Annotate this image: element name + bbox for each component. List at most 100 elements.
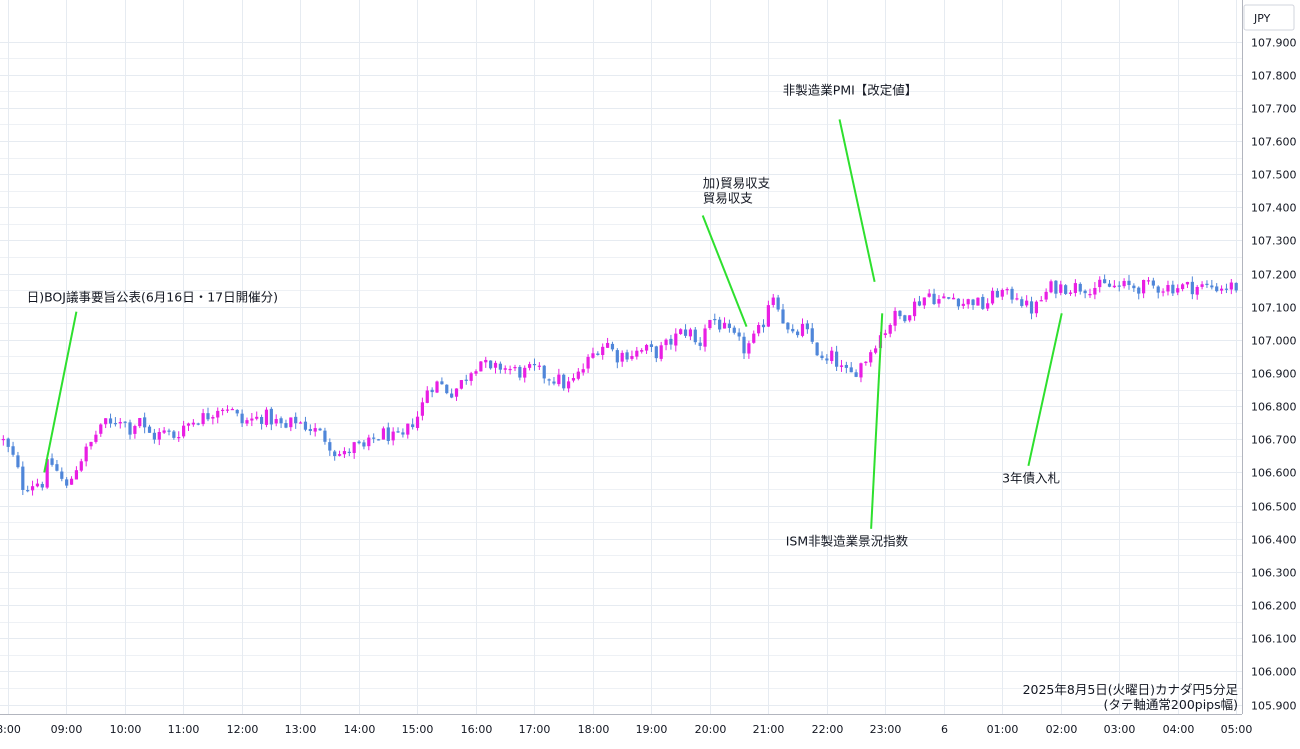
x-tick-label: 22:00 bbox=[812, 723, 844, 736]
candle-body bbox=[386, 427, 390, 441]
candle-body bbox=[1044, 291, 1048, 300]
candle-body bbox=[479, 361, 483, 372]
candle-body bbox=[791, 328, 795, 332]
candle-body bbox=[625, 352, 629, 360]
x-tick-label: 01:00 bbox=[987, 723, 1019, 736]
annotation-label: 3年債入札 bbox=[1002, 470, 1060, 485]
currency-label: JPY bbox=[1253, 12, 1271, 25]
candle-body bbox=[172, 431, 176, 438]
candle-body bbox=[303, 421, 308, 430]
annotation-label: 加)貿易収支 bbox=[703, 175, 771, 190]
candle-body bbox=[1103, 279, 1107, 284]
candle-body bbox=[1161, 291, 1165, 293]
candle-body bbox=[757, 325, 761, 334]
y-tick-label: 106.600 bbox=[1251, 467, 1297, 480]
candle-body bbox=[420, 402, 425, 416]
candle-body bbox=[747, 343, 751, 354]
candle-body bbox=[74, 470, 79, 480]
candle-body bbox=[1234, 282, 1238, 291]
candle-body bbox=[610, 343, 615, 350]
candle-body bbox=[489, 360, 493, 369]
candle-body bbox=[679, 329, 683, 334]
candle-body bbox=[1034, 301, 1039, 314]
candle-body bbox=[35, 483, 40, 487]
candle-body bbox=[1229, 282, 1233, 290]
candle-body bbox=[26, 490, 30, 492]
candle-body bbox=[79, 461, 83, 471]
candle-body bbox=[1088, 294, 1092, 296]
candle-body bbox=[1142, 279, 1146, 294]
candle-body bbox=[450, 393, 454, 398]
candle-body bbox=[683, 329, 688, 336]
candle-body bbox=[1224, 288, 1229, 290]
candle-body bbox=[688, 329, 693, 337]
candle-body bbox=[1107, 283, 1112, 287]
candle-body bbox=[815, 342, 819, 356]
candle-body bbox=[722, 322, 727, 329]
candle-body bbox=[888, 324, 892, 334]
candle-body bbox=[1127, 280, 1131, 286]
candle-body bbox=[873, 348, 878, 353]
candle-body bbox=[664, 339, 668, 346]
y-tick-label: 106.000 bbox=[1251, 666, 1297, 679]
y-tick-label: 106.500 bbox=[1251, 501, 1297, 514]
annotation-line bbox=[870, 313, 884, 529]
candle-body bbox=[800, 323, 805, 336]
y-tick-label: 106.800 bbox=[1251, 401, 1297, 414]
y-tick-label: 107.800 bbox=[1251, 70, 1297, 83]
x-tick-label: 12:00 bbox=[227, 723, 259, 736]
candle-body bbox=[216, 410, 220, 418]
candle-body bbox=[464, 379, 468, 381]
candle-body bbox=[1171, 284, 1175, 294]
candle-body bbox=[104, 418, 108, 425]
annotation-label: ISM非製造業景況指数 bbox=[786, 533, 909, 548]
x-tick-label: 03:00 bbox=[1104, 723, 1136, 736]
x-tick-label: 8:00 bbox=[0, 723, 21, 736]
candle-body bbox=[708, 319, 712, 329]
candle-body bbox=[113, 423, 118, 425]
candle-body bbox=[571, 377, 576, 381]
candle-body bbox=[128, 422, 132, 435]
y-tick-label: 106.900 bbox=[1251, 368, 1297, 381]
candle-body bbox=[245, 420, 249, 424]
candle-body bbox=[947, 297, 951, 299]
candle-body bbox=[971, 299, 975, 306]
candle-body bbox=[108, 418, 113, 424]
grid bbox=[0, 0, 1242, 714]
candle-body bbox=[235, 409, 239, 414]
candle-body bbox=[143, 417, 147, 428]
candle-body bbox=[752, 333, 756, 343]
candle-body bbox=[459, 380, 463, 389]
candle-body bbox=[796, 331, 800, 336]
candle-body bbox=[1112, 285, 1116, 288]
candle-body bbox=[1015, 298, 1019, 300]
candle-body bbox=[591, 353, 595, 358]
candle-body bbox=[498, 363, 502, 370]
candle-body bbox=[6, 438, 10, 447]
candle-body bbox=[259, 417, 264, 424]
candle-body bbox=[1176, 288, 1180, 293]
candle-body bbox=[289, 417, 293, 428]
y-tick-label: 107.600 bbox=[1251, 136, 1297, 149]
candle-body bbox=[1073, 283, 1077, 293]
candle-body bbox=[927, 293, 931, 297]
candle-body bbox=[854, 372, 858, 377]
candle-body bbox=[976, 297, 980, 306]
candle-body bbox=[528, 364, 532, 368]
currency-box bbox=[1243, 4, 1295, 31]
candle-body bbox=[255, 416, 259, 419]
candle-body bbox=[903, 315, 907, 322]
candle-body bbox=[138, 418, 142, 427]
candle-body bbox=[995, 291, 1000, 298]
y-tick-label: 107.000 bbox=[1251, 335, 1297, 348]
candle-body bbox=[990, 290, 995, 304]
candle-body bbox=[1078, 283, 1082, 292]
candle-body bbox=[157, 431, 161, 440]
candle-body bbox=[284, 423, 288, 428]
candle-body bbox=[484, 359, 488, 363]
candle-body bbox=[435, 381, 439, 393]
candle-body bbox=[376, 439, 381, 441]
candle-body bbox=[835, 351, 839, 367]
